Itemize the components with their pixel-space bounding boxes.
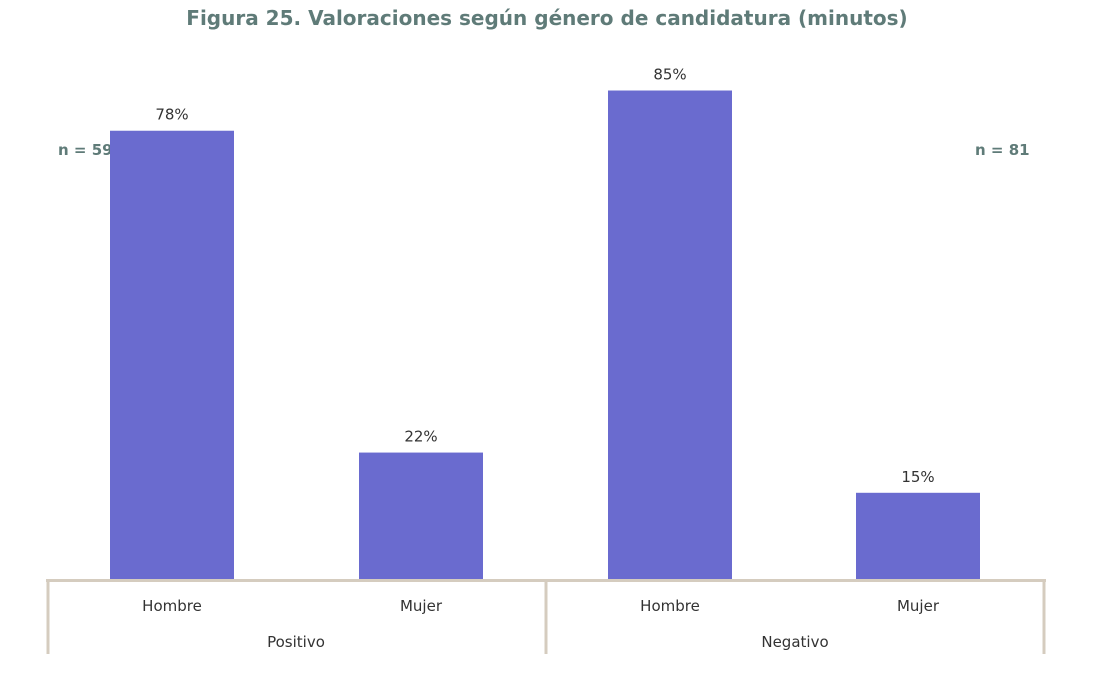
group-label: Positivo — [267, 633, 325, 651]
category-label: Hombre — [640, 597, 700, 615]
category-label: Mujer — [400, 597, 443, 615]
bar-positivo-mujer — [359, 452, 483, 579]
category-label: Hombre — [142, 597, 202, 615]
bar-negativo-hombre — [608, 90, 732, 579]
value-label: 78% — [155, 106, 188, 124]
bar-positivo-hombre — [110, 130, 234, 579]
value-label: 85% — [653, 66, 686, 84]
value-label: 22% — [404, 428, 437, 446]
chart-title: Figura 25. Valoraciones según género de … — [186, 6, 908, 30]
group-label: Negativo — [761, 633, 828, 651]
value-label: 15% — [901, 468, 934, 486]
n-label-positivo: n = 59 — [58, 141, 113, 159]
n-label-negativo: n = 81 — [975, 141, 1030, 159]
category-label: Mujer — [897, 597, 940, 615]
bar-negativo-mujer — [856, 492, 980, 579]
